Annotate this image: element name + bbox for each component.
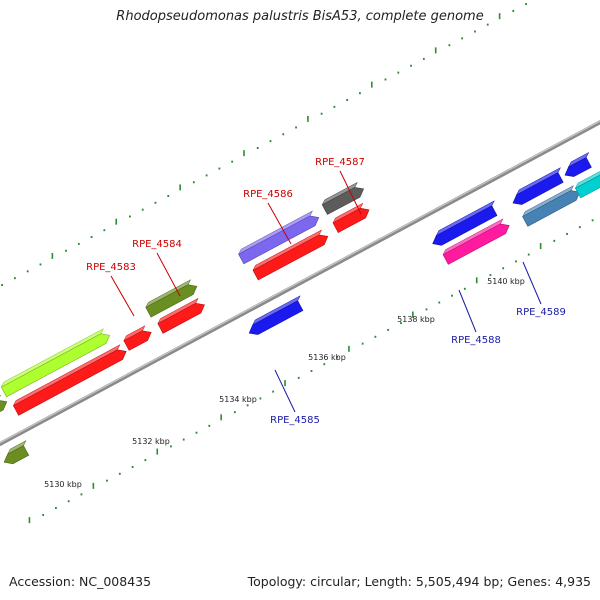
feature-body [238, 215, 320, 265]
scale-ticks [1, 3, 594, 524]
scale-label: 5134 kbp [219, 395, 257, 404]
feature-body [157, 302, 205, 334]
feature-body [0, 400, 8, 413]
feature-unlabeled[interactable] [512, 167, 564, 205]
scale-label: 5130 kbp [44, 480, 82, 489]
feature-RPE_4585[interactable] [248, 295, 304, 335]
gene-labels: RPE_4583 RPE_4584 RPE_4585 RPE_4586 RPE_4587… [86, 157, 566, 426]
gene-label-RPE_4585[interactable]: RPE_4585 [270, 415, 320, 426]
topology-text: Topology: circular; Length: 5,505,494 bp… [247, 574, 591, 589]
scale-labels: 5130 kbp 5132 kbp 5134 kbp 5136 kbp 5138 kbp… [44, 277, 525, 489]
scale-label: 5132 kbp [132, 437, 170, 446]
feature-unlabeled[interactable] [332, 202, 370, 234]
feature-body [123, 330, 152, 351]
leader-RPE_4585 [274, 369, 296, 413]
leader-RPE_4584 [156, 252, 181, 297]
feature-unlabeled[interactable] [0, 328, 111, 398]
feature-body [522, 190, 581, 227]
backbone-line [0, 120, 600, 447]
feature-unlabeled[interactable] [3, 440, 30, 465]
feature-unlabeled[interactable] [574, 171, 600, 199]
scale-label: 5138 kbp [397, 315, 435, 324]
feature-body [432, 205, 498, 246]
leader-RPE_4587 [339, 170, 362, 215]
map-title: Rhodopseudomonas palustris BisA53, compl… [116, 9, 484, 24]
feature-unlabeled[interactable] [252, 229, 329, 281]
feature-unlabeled[interactable] [12, 344, 127, 416]
feature-body [564, 157, 592, 177]
feature-RPE_4586[interactable] [238, 210, 320, 265]
feature-unlabeled[interactable] [432, 200, 498, 246]
gene-label-RPE_4584[interactable]: RPE_4584 [132, 239, 182, 250]
feature-unlabeled[interactable] [564, 151, 592, 177]
label-leaders [110, 170, 542, 413]
feature-body [512, 172, 564, 205]
feature-RPE_4583[interactable] [123, 325, 152, 351]
feature-RPE_4589[interactable] [522, 185, 581, 227]
feature-body [3, 445, 30, 465]
feature-bevel [0, 394, 2, 397]
gene-label-RPE_4588[interactable]: RPE_4588 [451, 335, 501, 346]
feature-RPE_4584[interactable] [157, 297, 205, 334]
leader-RPE_4589 [522, 261, 542, 305]
gene-label-RPE_4583[interactable]: RPE_4583 [86, 262, 136, 273]
backbone-highlight [0, 120, 600, 444]
feature-RPE_4588[interactable] [442, 218, 510, 265]
feature-body [252, 234, 329, 281]
feature-body [145, 284, 198, 318]
leader-RPE_4583 [110, 275, 135, 317]
feature-body [332, 207, 370, 234]
scale-label: 5136 kbp [308, 353, 346, 362]
feature-unlabeled[interactable] [0, 394, 8, 421]
feature-body [0, 333, 111, 398]
feature-body [574, 175, 600, 199]
backbone [0, 120, 600, 447]
gene-label-RPE_4589[interactable]: RPE_4589 [516, 307, 566, 318]
gene-features [0, 151, 600, 465]
gene-label-RPE_4586[interactable]: RPE_4586 [243, 189, 293, 200]
leader-RPE_4588 [458, 289, 477, 333]
feature-body [442, 223, 510, 265]
leader-RPE_4586 [267, 202, 292, 245]
gene-label-RPE_4587[interactable]: RPE_4587 [315, 157, 365, 168]
scale-label: 5140 kbp [487, 277, 525, 286]
accession-text: Accession: NC_008435 [9, 574, 152, 589]
feature-body [248, 300, 304, 335]
feature-unlabeled[interactable] [145, 279, 198, 318]
feature-body [12, 349, 127, 416]
